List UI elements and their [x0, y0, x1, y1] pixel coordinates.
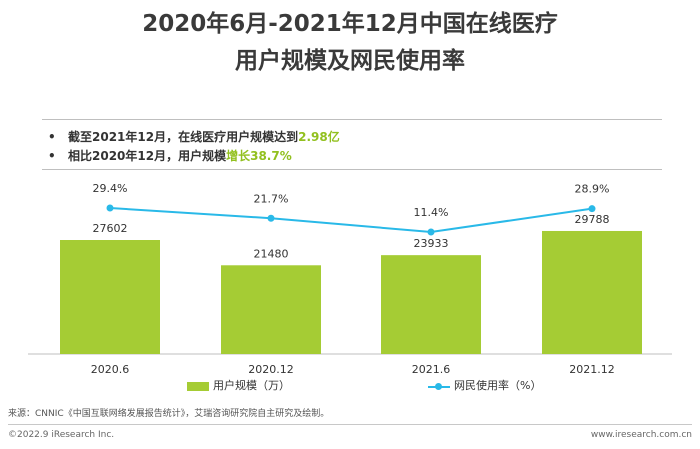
bar-value-label: 29788 — [575, 213, 610, 226]
key-findings: • 截至2021年12月，在线医疗用户规模达到2.98亿 • 相比2020年12… — [42, 119, 662, 170]
legend-line: 网民使用率（%） — [428, 377, 541, 393]
finding-2-text: 相比2020年12月，用户规模 — [68, 149, 227, 163]
finding-2-highlight: 增长38.7% — [226, 149, 292, 163]
legend-bar: 用户规模（万） — [187, 377, 290, 393]
chart-title: 2020年6月-2021年12月中国在线医疗 用户规模及网民使用率 — [0, 6, 700, 80]
bullet-dot: • — [48, 149, 56, 163]
x-tick-label: 2020.12 — [248, 363, 294, 376]
legend-bar-label: 用户规模（万） — [213, 379, 290, 392]
legend-line-swatch — [428, 382, 450, 391]
bar — [542, 230, 642, 354]
legend-bar-swatch — [187, 381, 209, 391]
x-tick-label: 2021.6 — [412, 363, 451, 376]
legend-line-label: 网民使用率（%） — [454, 379, 542, 392]
footer-divider — [8, 424, 692, 425]
line-value-label: 29.4% — [93, 182, 128, 195]
line-point — [427, 228, 435, 236]
bar-value-label: 21480 — [254, 247, 289, 260]
copyright: ©2022.9 iResearch Inc. — [8, 430, 115, 440]
finding-2: • 相比2020年12月，用户规模增长38.7% — [42, 147, 662, 166]
source-note: 来源：CNNIC《中国互联网络发展报告统计》，艾瑞咨询研究院自主研究及绘制。 — [8, 409, 330, 419]
title-line-2: 用户规模及网民使用率 — [235, 48, 465, 74]
title-line-1: 2020年6月-2021年12月中国在线医疗 — [142, 11, 558, 37]
line-value-label: 28.9% — [575, 183, 610, 196]
line-point — [588, 205, 596, 213]
line-value-label: 21.7% — [254, 192, 289, 205]
bullet-dot: • — [48, 130, 56, 144]
bar — [60, 240, 160, 354]
line-point — [106, 204, 114, 212]
finding-1-highlight: 2.98亿 — [298, 130, 340, 144]
bar — [221, 265, 321, 354]
line-point — [267, 214, 275, 222]
line-value-label: 11.4% — [414, 206, 449, 219]
bar-value-label: 23933 — [414, 237, 449, 250]
website: www.iresearch.com.cn — [590, 430, 692, 440]
usage-rate-line — [109, 207, 593, 234]
finding-1-text: 截至2021年12月，在线医疗用户规模达到 — [68, 130, 299, 144]
bar — [381, 255, 481, 354]
x-tick-label: 2020.6 — [91, 363, 130, 376]
finding-1: • 截至2021年12月，在线医疗用户规模达到2.98亿 — [42, 128, 662, 147]
bar-value-label: 27602 — [93, 222, 128, 235]
x-tick-label: 2021.12 — [569, 363, 615, 376]
